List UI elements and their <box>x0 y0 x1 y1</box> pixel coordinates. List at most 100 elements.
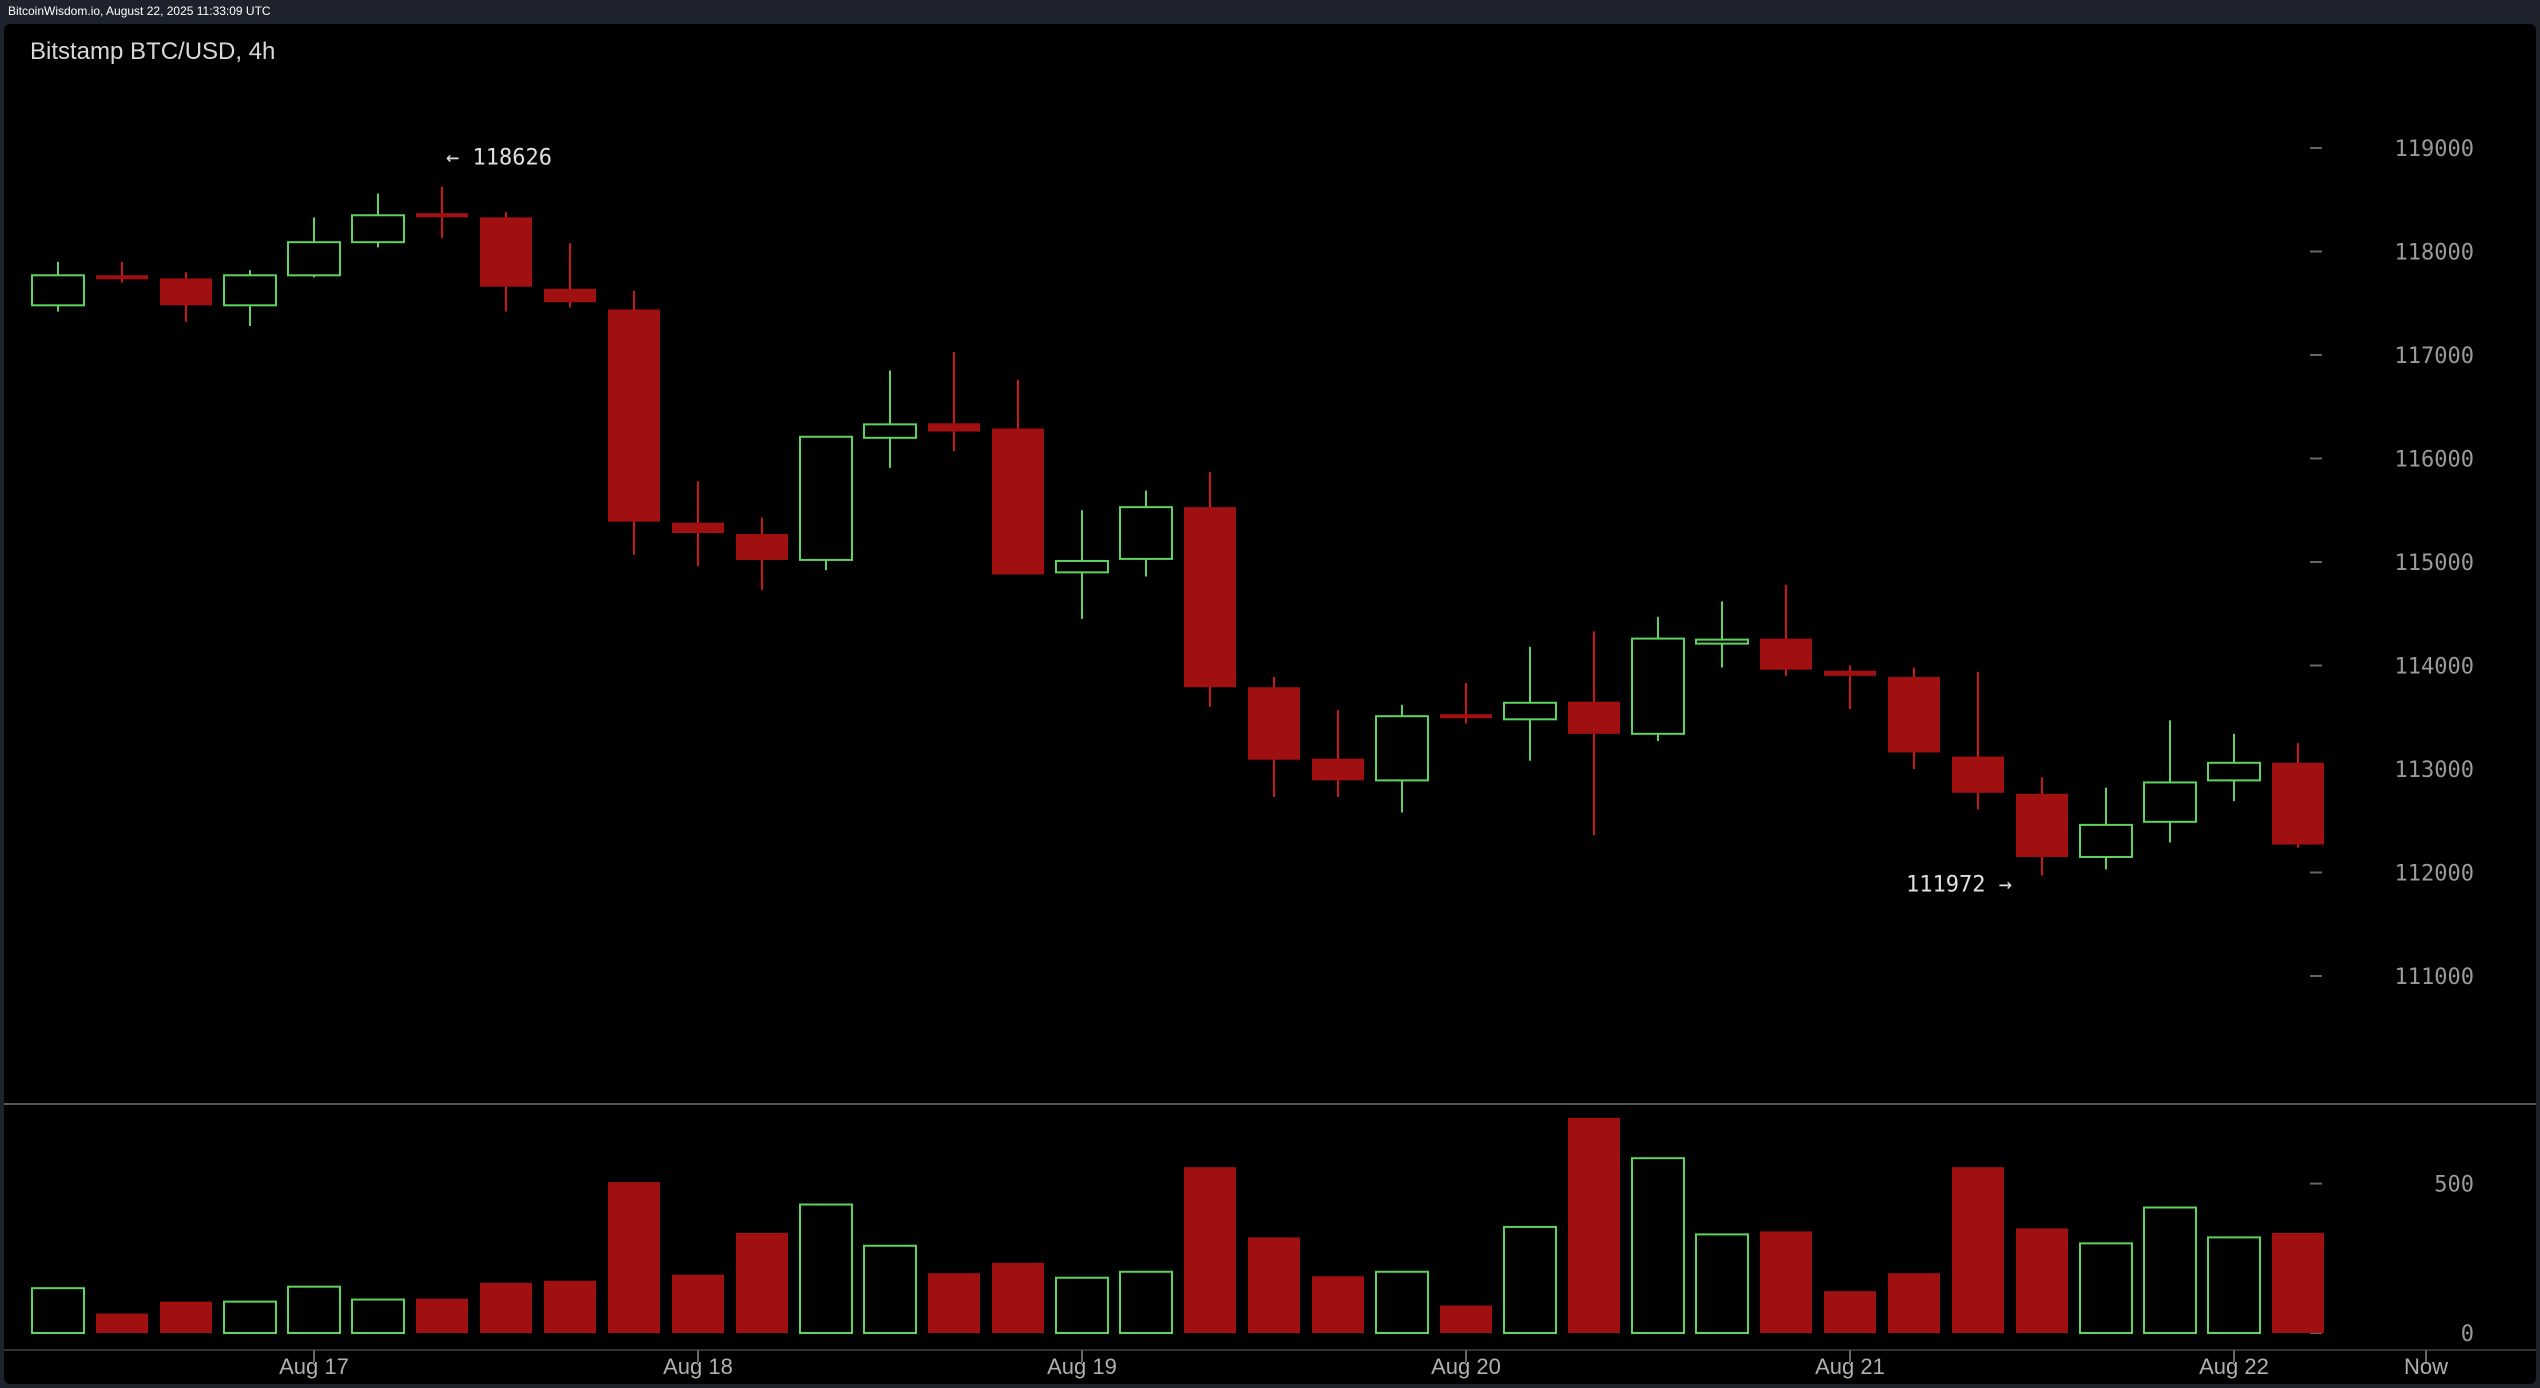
volume-bar-up <box>1119 1270 1173 1334</box>
candle-down <box>1184 507 1236 688</box>
candle-up <box>2079 823 2133 858</box>
volume-bar-up <box>1503 1225 1557 1335</box>
time-tick-label: Aug 18 <box>663 1354 733 1379</box>
volume-tick-label: 0 <box>2461 1322 2474 1347</box>
volume-bar-down <box>480 1282 532 1333</box>
candle-up <box>287 241 341 277</box>
volume-bar-down <box>736 1232 788 1333</box>
candle-down <box>1760 638 1812 670</box>
candle-down <box>1824 670 1876 676</box>
volume-bar-up <box>351 1298 405 1335</box>
axis-labels: 111000 112000 113000 114000 115000 116000 1170… <box>279 137 2474 1379</box>
price-tick-label: 111000 <box>2395 965 2474 990</box>
candle-up <box>1055 559 1109 574</box>
source-caption: BitcoinWisdom.io, August 22, 2025 11:33:… <box>8 4 271 18</box>
volume-bar-down <box>96 1313 148 1333</box>
candles <box>31 186 2324 876</box>
candle-up <box>223 274 277 307</box>
price-tick-label: 112000 <box>2395 862 2474 887</box>
candle-down <box>736 534 788 560</box>
volume-bar-up <box>2207 1236 2261 1335</box>
volume-bar-down <box>1184 1167 1236 1333</box>
volume-bar-up <box>31 1287 85 1335</box>
volume-bar-up <box>2079 1242 2133 1334</box>
price-tick-label: 116000 <box>2395 448 2474 473</box>
time-tick-label: Now <box>2404 1354 2448 1379</box>
volume-bar-up <box>1375 1270 1429 1334</box>
volume-bar-down <box>672 1274 724 1333</box>
volume-bar-down <box>1888 1273 1940 1333</box>
candle-down <box>928 423 980 432</box>
candle-up <box>2143 781 2197 823</box>
candle-down <box>544 288 596 303</box>
candle-up <box>1631 637 1685 735</box>
volume-bar-down <box>160 1301 212 1333</box>
price-tick-label: 113000 <box>2395 758 2474 783</box>
candle-down <box>1440 714 1492 719</box>
volume-bar-down <box>928 1273 980 1333</box>
chart-panel[interactable]: Bitstamp BTC/USD, 4h 111000 112000 113000 1… <box>4 24 2536 1384</box>
volume-bar-down <box>1440 1305 1492 1333</box>
volume-bars <box>31 1117 2324 1335</box>
volume-bar-up <box>2143 1206 2197 1335</box>
candle-down <box>480 217 532 287</box>
candle-down <box>992 428 1044 575</box>
high-price-annotation: ← 118626 <box>446 146 552 171</box>
candle-up <box>2207 761 2261 782</box>
low-price-annotation: 111972 → <box>1906 872 2012 897</box>
volume-bar-down <box>1248 1237 1300 1333</box>
candle-down <box>1568 701 1620 734</box>
volume-bar-up <box>287 1285 341 1335</box>
candle-up <box>1375 715 1429 782</box>
candle-up <box>863 423 917 439</box>
candle-up <box>1503 701 1557 721</box>
candle-down <box>2016 793 2068 857</box>
volume-bar-down <box>992 1262 1044 1333</box>
volume-bar-up <box>1631 1157 1685 1335</box>
time-tick-label: Aug 22 <box>2199 1354 2269 1379</box>
candle-up <box>31 274 85 307</box>
volume-bar-down <box>1952 1167 2004 1333</box>
annotations: ← 118626 111972 → <box>446 146 2012 898</box>
candle-down <box>1952 756 2004 793</box>
candle-down <box>1312 758 1364 781</box>
candle-down <box>2272 762 2324 845</box>
candle-up <box>1695 638 1749 645</box>
candle-down <box>1888 676 1940 753</box>
candle-down <box>672 522 724 534</box>
candle-up <box>1119 506 1173 560</box>
candle-down <box>608 309 660 522</box>
candle-down <box>416 213 468 218</box>
volume-bar-up <box>1695 1233 1749 1334</box>
volume-bar-down <box>1760 1231 1812 1333</box>
time-tick-label: Aug 21 <box>1815 1354 1885 1379</box>
price-tick-label: 119000 <box>2395 137 2474 162</box>
volume-bar-down <box>608 1182 660 1333</box>
volume-bar-down <box>1568 1117 1620 1333</box>
candle-up <box>351 214 405 244</box>
price-tick-label: 118000 <box>2395 241 2474 266</box>
volume-bar-up <box>863 1244 917 1334</box>
time-tick-label: Aug 17 <box>279 1354 349 1379</box>
candle-down <box>96 275 148 280</box>
volume-bar-up <box>799 1203 853 1334</box>
volume-bar-down <box>2272 1232 2324 1333</box>
candle-down <box>1248 687 1300 760</box>
volume-bar-down <box>1824 1291 1876 1333</box>
price-tick-label: 115000 <box>2395 551 2474 576</box>
time-tick-label: Aug 19 <box>1047 1354 1117 1379</box>
axis-ticks <box>4 147 2536 1362</box>
volume-tick-label: 500 <box>2434 1173 2474 1198</box>
candle-down <box>160 278 212 306</box>
chart-title: Bitstamp BTC/USD, 4h <box>30 38 276 65</box>
volume-bar-down <box>1312 1276 1364 1333</box>
volume-bar-down <box>2016 1228 2068 1333</box>
candlestick-chart[interactable]: 111000 112000 113000 114000 115000 116000 1170… <box>4 24 2536 1384</box>
time-tick-label: Aug 20 <box>1431 1354 1501 1379</box>
volume-bar-down <box>544 1280 596 1333</box>
volume-bar-up <box>223 1300 277 1334</box>
candle-up <box>799 435 853 561</box>
volume-bar-down <box>416 1298 468 1333</box>
volume-bar-up <box>1055 1276 1109 1335</box>
price-tick-label: 114000 <box>2395 655 2474 680</box>
